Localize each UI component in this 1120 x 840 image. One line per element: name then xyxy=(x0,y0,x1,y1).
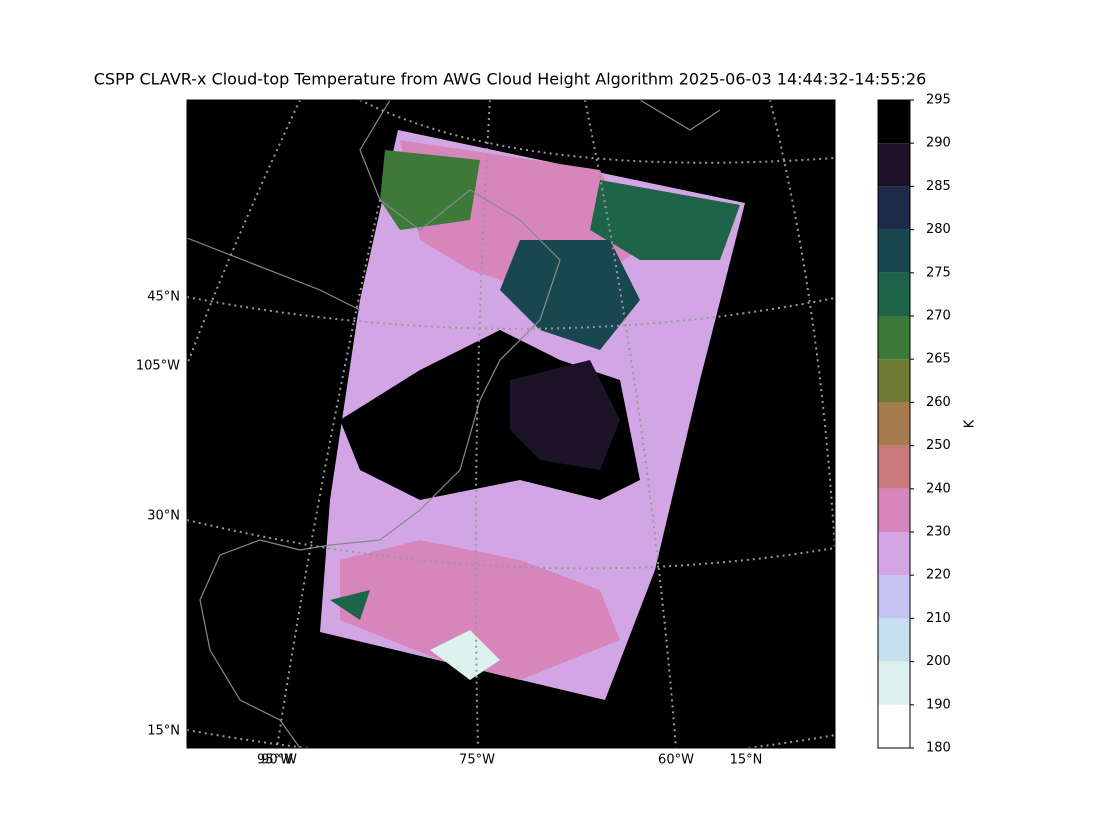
colorbar-segment xyxy=(878,532,910,576)
colorbar-segment xyxy=(878,661,910,705)
colorbar-tick-label: 270 xyxy=(926,309,951,324)
lon-label: 90°W xyxy=(261,753,297,768)
cloud-area xyxy=(590,180,740,260)
map xyxy=(187,100,835,748)
lon-label: 75°W xyxy=(459,753,495,768)
colorbar-segment xyxy=(878,704,910,748)
colorbar-segment xyxy=(878,575,910,619)
colorbar-tick-label: 190 xyxy=(926,697,951,712)
graticule xyxy=(276,199,381,748)
colorbar-tick-label: 260 xyxy=(926,395,951,410)
chart-title: CSPP CLAVR-x Cloud-top Temperature from … xyxy=(94,70,927,89)
colorbar-segment xyxy=(878,143,910,187)
colorbar-segment xyxy=(878,100,910,144)
colorbar-tick-label: 290 xyxy=(926,136,951,151)
cloud-area xyxy=(380,150,480,230)
colorbar-tick-label: 230 xyxy=(926,525,951,540)
colorbar-tick-label: 275 xyxy=(926,265,951,280)
colorbar-tick-label: 250 xyxy=(926,438,951,453)
colorbar-label: K xyxy=(963,419,978,428)
colorbar-tick-label: 240 xyxy=(926,481,951,496)
graticule xyxy=(769,100,835,551)
graticule xyxy=(187,296,835,330)
graticule xyxy=(474,100,491,748)
colorbar-segment xyxy=(878,488,910,532)
lat-label: 45°N xyxy=(147,290,180,305)
colorbar-segment xyxy=(878,272,910,316)
colorbar-tick-label: 220 xyxy=(926,568,951,583)
colorbar-tick-label: 180 xyxy=(926,741,951,756)
lon-label: 95°W xyxy=(257,753,293,768)
colorbar-segment xyxy=(878,229,910,273)
colorbar-segment xyxy=(878,186,910,230)
colorbar-tick-label: 265 xyxy=(926,352,951,367)
lat-label: 30°N xyxy=(147,509,180,524)
map-frame xyxy=(186,99,836,749)
lon-label: 60°W xyxy=(658,753,694,768)
colorbar-segment xyxy=(878,402,910,446)
cloud-area xyxy=(330,590,370,620)
colorbar-tick-label: 285 xyxy=(926,179,951,194)
colorbar-tick-label: 200 xyxy=(926,654,951,669)
colorbar-segment xyxy=(878,445,910,489)
colorbar-frame xyxy=(877,99,911,749)
colorbar-tick-label: 280 xyxy=(926,222,951,237)
colorbar-segment xyxy=(878,316,910,360)
coastline xyxy=(639,100,721,131)
colorbar-tick-label: 295 xyxy=(926,93,951,108)
cloud-area xyxy=(340,540,620,680)
lat-label: 15°N xyxy=(730,753,763,768)
lon-label: 105°W xyxy=(136,359,180,374)
colorbar-segment xyxy=(878,618,910,662)
cloud-area xyxy=(430,630,500,680)
coastline xyxy=(199,100,561,748)
lat-label: 15°N xyxy=(147,724,180,739)
cloud-area xyxy=(510,360,620,470)
colorbar-tick-label: 210 xyxy=(926,611,951,626)
colorbar-segment xyxy=(878,359,910,403)
cloud-area xyxy=(500,240,640,350)
